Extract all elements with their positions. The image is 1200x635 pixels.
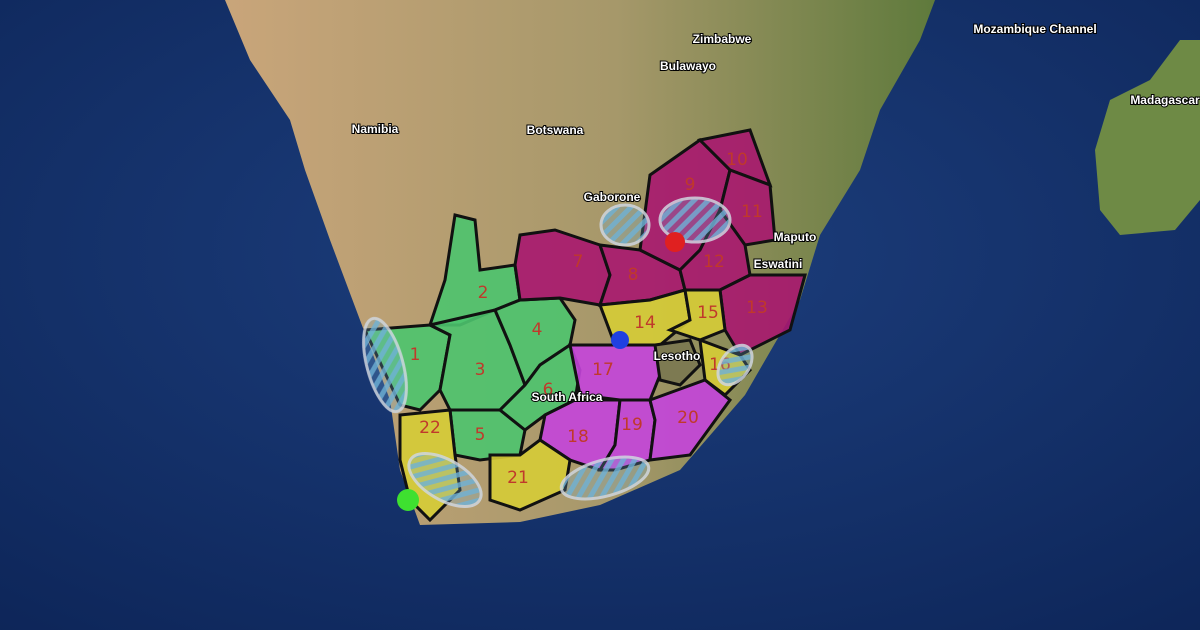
region-number: 1 — [410, 345, 421, 365]
markers — [397, 232, 685, 511]
place-label: Botswana — [527, 123, 584, 137]
hatch — [559, 455, 651, 501]
region-number: 20 — [677, 408, 699, 428]
place-label: Mozambique Channel — [973, 22, 1096, 36]
hatch — [716, 343, 754, 387]
hatch — [658, 196, 732, 244]
place-label: Bulawayo — [660, 59, 716, 73]
region-number: 18 — [567, 427, 589, 447]
lesotho-area — [653, 338, 702, 387]
region-number: 12 — [703, 252, 725, 272]
region — [648, 378, 733, 462]
place-label: Maputo — [774, 230, 817, 244]
place-label: Eswatini — [754, 257, 803, 271]
place-label: Namibia — [352, 122, 399, 136]
blue-marker[interactable] — [611, 331, 629, 349]
region-number: 6 — [543, 380, 554, 400]
hatched-areas — [362, 196, 754, 508]
region-number: 8 — [628, 265, 639, 285]
region — [718, 168, 777, 247]
region-number: 11 — [741, 202, 763, 222]
region-number: 21 — [507, 468, 529, 488]
green-marker[interactable] — [397, 489, 419, 511]
place-label: South Africa — [532, 390, 603, 404]
region-number: 3 — [475, 360, 486, 380]
hatch — [599, 203, 651, 247]
region-number: 10 — [726, 150, 748, 170]
red-marker[interactable] — [665, 232, 685, 252]
region-number: 13 — [746, 298, 768, 318]
region-number: 4 — [532, 320, 543, 340]
madagascar-land — [1095, 40, 1200, 235]
hatch — [407, 452, 483, 508]
region-number: 14 — [634, 313, 656, 333]
region-number: 19 — [621, 415, 643, 435]
region-number: 7 — [573, 252, 584, 272]
region-number: 17 — [592, 360, 614, 380]
place-label: Lesotho — [654, 349, 701, 363]
place-labels: Namibia Botswana Zimbabwe Madagascar Mozambi… — [351, 21, 1200, 405]
place-label: Zimbabwe — [693, 32, 752, 46]
place-label: Gaborone — [584, 190, 641, 204]
hatch — [362, 316, 408, 414]
region-number: 9 — [685, 175, 696, 195]
region-number: 2 — [478, 283, 489, 303]
region-number: 15 — [697, 303, 719, 323]
region-number: 22 — [419, 418, 441, 438]
region-number: 5 — [475, 425, 486, 445]
place-label: Madagascar — [1130, 93, 1200, 107]
regions: 12345678910111213141516171819202122 — [362, 128, 807, 523]
